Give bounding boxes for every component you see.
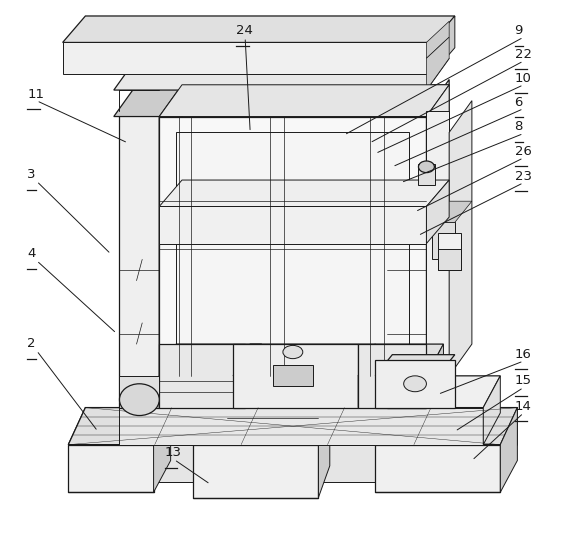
Text: 24: 24 <box>236 24 253 37</box>
Polygon shape <box>119 376 501 408</box>
Bar <box>227 408 284 423</box>
Polygon shape <box>449 100 472 376</box>
Polygon shape <box>193 408 330 444</box>
Polygon shape <box>432 201 472 222</box>
Text: 2: 2 <box>27 338 36 350</box>
Polygon shape <box>160 117 426 376</box>
Text: 3: 3 <box>27 168 36 181</box>
Polygon shape <box>426 180 449 244</box>
Polygon shape <box>233 344 375 376</box>
Text: 8: 8 <box>514 120 523 133</box>
Bar <box>387 111 426 408</box>
Ellipse shape <box>418 161 434 173</box>
Text: 4: 4 <box>27 247 36 260</box>
Polygon shape <box>160 79 182 408</box>
Polygon shape <box>318 408 330 497</box>
Polygon shape <box>160 344 262 376</box>
Bar <box>119 111 160 408</box>
Polygon shape <box>426 85 449 376</box>
Text: 26: 26 <box>514 145 531 158</box>
Polygon shape <box>114 58 449 90</box>
Text: 23: 23 <box>514 170 531 183</box>
Bar <box>176 132 409 360</box>
Bar <box>438 233 461 270</box>
Polygon shape <box>245 344 262 408</box>
Ellipse shape <box>283 346 303 359</box>
Polygon shape <box>154 408 171 492</box>
Text: 11: 11 <box>27 87 45 100</box>
Bar <box>160 344 245 408</box>
Bar <box>284 196 358 233</box>
Polygon shape <box>119 408 483 444</box>
Polygon shape <box>432 16 455 74</box>
Bar <box>182 196 256 233</box>
Bar <box>233 344 358 408</box>
Polygon shape <box>193 444 318 497</box>
Text: 6: 6 <box>514 96 523 109</box>
Polygon shape <box>63 16 455 43</box>
Polygon shape <box>358 344 444 376</box>
Polygon shape <box>358 344 375 408</box>
Text: 9: 9 <box>514 24 523 37</box>
Polygon shape <box>131 43 426 58</box>
Polygon shape <box>68 444 154 492</box>
Ellipse shape <box>404 376 426 392</box>
Bar <box>418 164 435 185</box>
Text: 10: 10 <box>514 72 531 85</box>
Polygon shape <box>160 180 449 206</box>
Polygon shape <box>501 408 517 482</box>
Polygon shape <box>381 85 449 117</box>
Bar <box>432 222 455 259</box>
Polygon shape <box>68 408 517 444</box>
Polygon shape <box>426 21 449 58</box>
Bar <box>426 111 449 376</box>
Polygon shape <box>483 376 501 444</box>
Bar <box>358 344 426 408</box>
Polygon shape <box>273 365 313 387</box>
Polygon shape <box>375 408 517 444</box>
Text: 15: 15 <box>514 374 531 388</box>
Polygon shape <box>375 355 455 376</box>
Polygon shape <box>114 85 182 117</box>
Polygon shape <box>426 79 449 408</box>
Polygon shape <box>501 408 517 492</box>
Polygon shape <box>426 344 444 408</box>
Polygon shape <box>438 249 461 270</box>
Polygon shape <box>426 37 449 90</box>
Polygon shape <box>160 85 449 117</box>
Text: 22: 22 <box>514 48 531 61</box>
Bar <box>160 206 426 244</box>
Polygon shape <box>68 408 171 444</box>
Text: 13: 13 <box>165 447 182 460</box>
Ellipse shape <box>119 384 160 416</box>
Bar <box>375 360 455 408</box>
Text: 14: 14 <box>514 400 531 413</box>
Polygon shape <box>68 444 501 482</box>
Polygon shape <box>375 444 501 492</box>
Polygon shape <box>119 376 160 402</box>
Polygon shape <box>63 43 432 74</box>
Text: 16: 16 <box>514 348 531 361</box>
